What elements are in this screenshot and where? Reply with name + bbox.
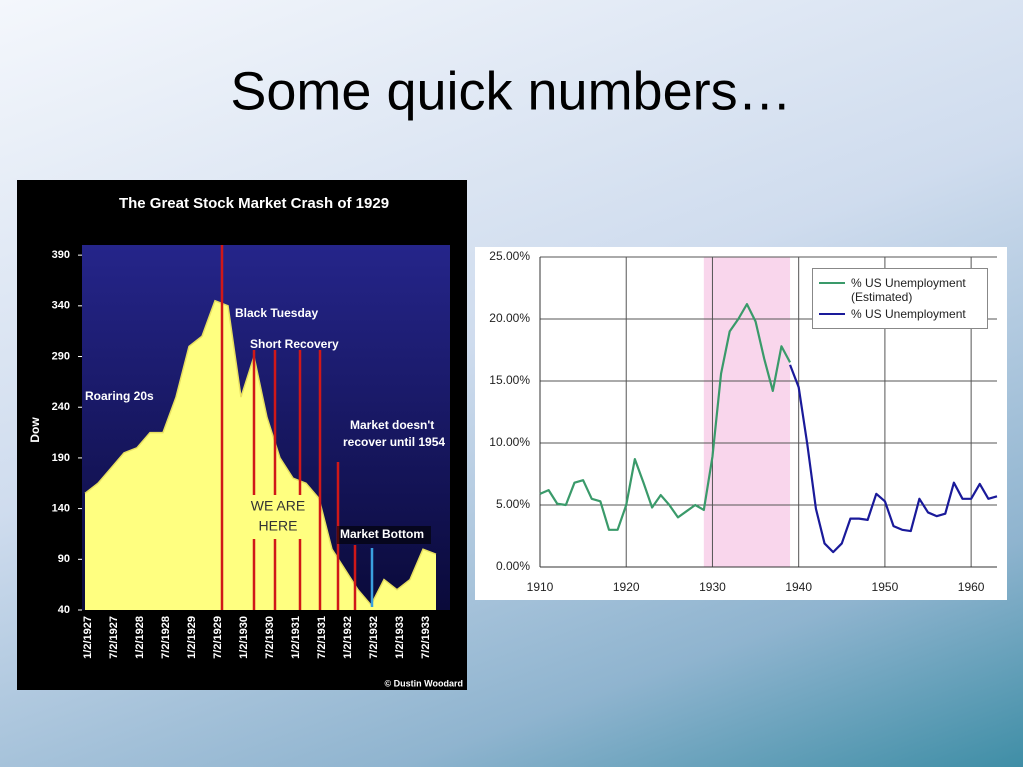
y-tick-label: 5.00% [496, 497, 530, 511]
credit: © Dustin Woodard [385, 678, 463, 688]
x-tick-label: 7/2/1929 [212, 616, 224, 659]
y-tick-label: 390 [52, 249, 70, 261]
x-tick-label: 1960 [958, 580, 985, 594]
y-tick-label: 140 [52, 503, 70, 515]
annotation: HERE [259, 518, 298, 534]
area-fill [85, 300, 436, 610]
x-tick-label: 1/2/1929 [186, 616, 198, 659]
y-tick-label: 340 [52, 300, 70, 312]
annotation: Roaring 20s [85, 389, 154, 403]
annotation: Short Recovery [250, 337, 339, 351]
legend-label: % US Unemployment [851, 307, 966, 321]
annotation: WE ARE [251, 498, 305, 514]
annotation: Market Bottom [340, 527, 424, 541]
shaded-region [703, 257, 791, 567]
x-tick-label: 7/2/1927 [108, 616, 120, 659]
legend: % US Unemployment (Estimated) % US Unempl… [812, 268, 988, 329]
legend-entry: % US Unemployment [819, 307, 981, 321]
y-tick-label: 90 [58, 553, 70, 565]
y-tick-label: 240 [52, 401, 70, 413]
x-tick-label: 7/2/1931 [316, 616, 328, 659]
series-line [789, 364, 998, 554]
note-box [243, 495, 313, 539]
note-box [337, 526, 431, 544]
x-tick-label: 1930 [699, 580, 726, 594]
y-tick-label: 20.00% [489, 311, 530, 325]
x-tick-label: 7/2/1932 [368, 616, 380, 659]
y-tick-label: 15.00% [489, 373, 530, 387]
x-tick-label: 1/2/1932 [342, 616, 354, 659]
x-tick-label: 1940 [785, 580, 812, 594]
x-tick-label: 1920 [613, 580, 640, 594]
x-tick-label: 7/2/1928 [160, 616, 172, 659]
legend-swatch [819, 282, 845, 284]
x-tick-label: 1/2/1931 [290, 616, 302, 659]
series-line [539, 303, 792, 531]
annotation: recover until 1954 [343, 435, 445, 449]
slide-title: Some quick numbers… [230, 61, 791, 121]
annotation: Market doesn't [350, 418, 434, 432]
legend-label: % US Unemployment (Estimated) [851, 276, 966, 304]
x-tick-label: 1/2/1928 [134, 616, 146, 659]
y-axis-label: Dow [28, 417, 42, 443]
y-tick-label: 290 [52, 350, 70, 362]
x-tick-label: 1950 [872, 580, 899, 594]
y-tick-label: 10.00% [489, 435, 530, 449]
y-tick-label: 25.00% [489, 249, 530, 263]
y-tick-label: 190 [52, 452, 70, 464]
x-tick-label: 1/2/1933 [394, 616, 406, 659]
area-line [84, 299, 437, 607]
legend-swatch [819, 313, 845, 315]
chart1-title: The Great Stock Market Crash of 1929 [119, 195, 389, 212]
x-tick-label: 7/2/1930 [264, 616, 276, 659]
y-tick-label: 0.00% [496, 559, 530, 573]
x-tick-label: 1910 [527, 580, 554, 594]
x-tick-label: 1/2/1927 [82, 616, 94, 659]
legend-entry: % US Unemployment (Estimated) [819, 276, 981, 304]
x-tick-label: 1/2/1930 [238, 616, 250, 659]
y-tick-label: 40 [58, 604, 70, 616]
annotation: Black Tuesday [235, 306, 318, 320]
x-tick-label: 7/2/1933 [420, 616, 432, 659]
